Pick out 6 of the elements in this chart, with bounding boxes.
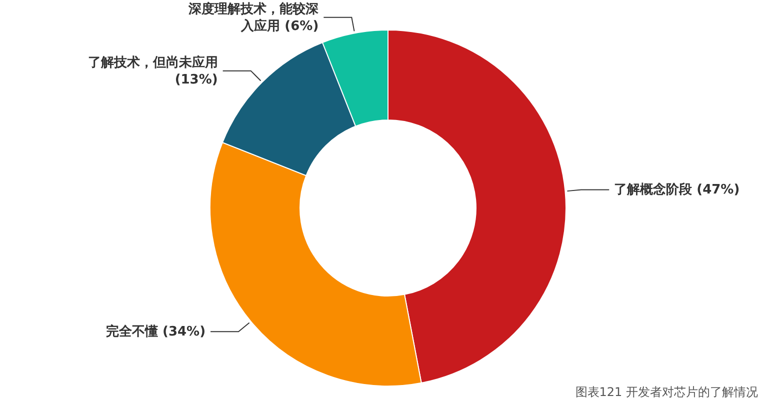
- slice-label: 了解技术，但尚未应用: [88, 54, 218, 70]
- slice-label: 深度理解技术，能较深入应用 (6%): [188, 0, 320, 34]
- slice-label: 了解概念阶段 (47%): [614, 182, 740, 198]
- data-label: (13%): [174, 72, 218, 87]
- slice-label: 完全不懂 (34%): [106, 323, 206, 340]
- text: 图表121 开发者对芯片的了解情况: [575, 385, 758, 399]
